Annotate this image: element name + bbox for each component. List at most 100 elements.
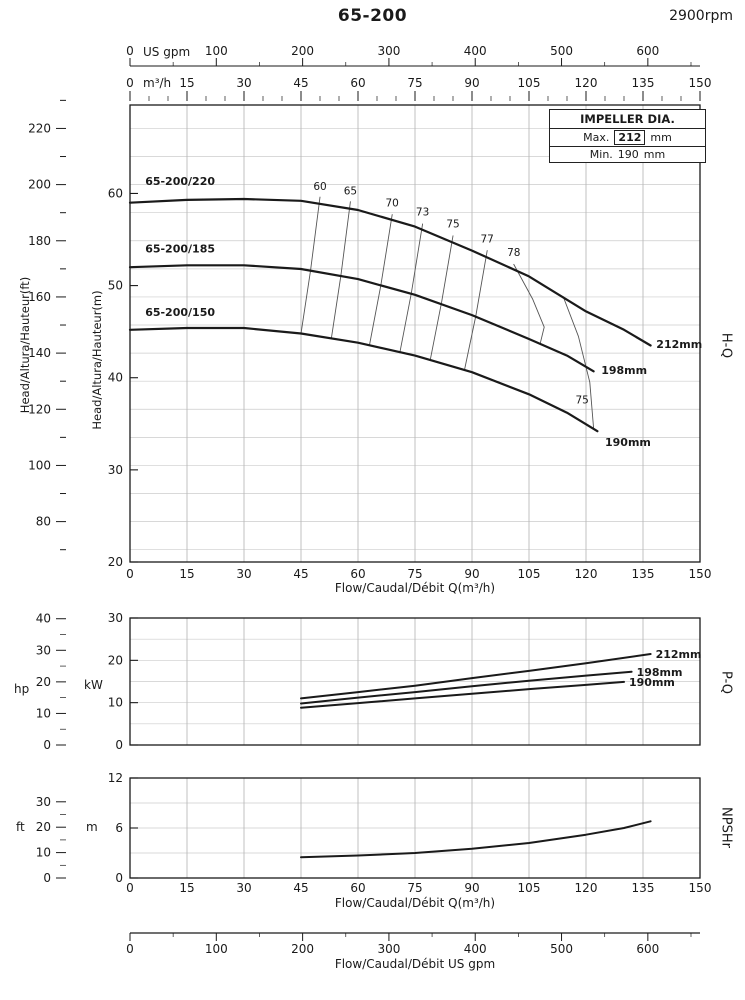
svg-text:40: 40 — [36, 612, 51, 626]
svg-text:105: 105 — [518, 567, 541, 581]
usgpm-bottom-axis: 0 100 200 300 400 500 600 — [126, 932, 700, 956]
head-m-axis-label: Head/Altura/Hauteur(m) — [90, 290, 104, 430]
impeller-legend: IMPELLER DIA. Max. 212 mm Min. 190 mm — [549, 109, 706, 163]
svg-text:100: 100 — [205, 942, 228, 956]
svg-text:600: 600 — [636, 44, 659, 58]
svg-text:400: 400 — [464, 44, 487, 58]
svg-text:150: 150 — [689, 76, 712, 90]
svg-text:20: 20 — [108, 555, 123, 569]
svg-text:90: 90 — [464, 76, 479, 90]
svg-text:75: 75 — [576, 395, 589, 407]
svg-text:150: 150 — [689, 881, 712, 895]
svg-text:45: 45 — [293, 76, 308, 90]
svg-text:20: 20 — [36, 675, 51, 689]
svg-text:600: 600 — [636, 942, 659, 956]
svg-text:0: 0 — [126, 44, 134, 58]
svg-text:70: 70 — [386, 197, 399, 209]
svg-text:50: 50 — [108, 279, 123, 293]
svg-text:60: 60 — [350, 567, 365, 581]
legend-min-unit: mm — [643, 148, 666, 161]
svg-text:45: 45 — [293, 567, 308, 581]
hq-section-label: H-Q — [718, 332, 734, 359]
svg-text:0: 0 — [115, 738, 123, 752]
svg-text:400: 400 — [464, 942, 487, 956]
svg-text:60: 60 — [313, 181, 326, 193]
kw-unit-label: kW — [84, 678, 103, 692]
svg-text:300: 300 — [377, 942, 400, 956]
svg-text:0: 0 — [126, 881, 134, 895]
svg-text:120: 120 — [575, 76, 598, 90]
usgpm-unit-label: US gpm — [143, 45, 191, 59]
svg-text:0: 0 — [43, 738, 51, 752]
svg-text:200: 200 — [291, 942, 314, 956]
svg-text:15: 15 — [179, 567, 194, 581]
m-unit-label: m — [86, 820, 98, 834]
svg-text:190mm: 190mm — [605, 436, 651, 449]
svg-text:198mm: 198mm — [637, 666, 683, 679]
svg-text:65: 65 — [344, 185, 357, 197]
svg-text:105: 105 — [518, 76, 541, 90]
svg-text:90: 90 — [464, 881, 479, 895]
svg-text:65-200/185: 65-200/185 — [145, 242, 215, 255]
svg-text:100: 100 — [205, 44, 228, 58]
svg-text:75: 75 — [407, 881, 422, 895]
svg-text:30: 30 — [236, 567, 251, 581]
hq-chart: 20 30 40 50 60 80 100 120 140 160 180 200 220 0 0 15 15 3… — [28, 44, 711, 581]
svg-text:220: 220 — [28, 121, 51, 135]
svg-text:40: 40 — [108, 371, 123, 385]
svg-text:10: 10 — [108, 696, 123, 710]
svg-text:75: 75 — [446, 219, 459, 231]
svg-text:0: 0 — [126, 76, 134, 90]
svg-text:75: 75 — [407, 76, 422, 90]
svg-text:0: 0 — [115, 871, 123, 885]
svg-text:10: 10 — [36, 706, 51, 720]
svg-text:135: 135 — [632, 76, 655, 90]
svg-text:65-200/220: 65-200/220 — [145, 175, 215, 188]
legend-max-unit: mm — [650, 131, 672, 144]
ft-unit-label: ft — [16, 820, 25, 834]
flow-caption-npsh: Flow/Caudal/Débit Q(m³/h) — [334, 896, 496, 910]
svg-text:212mm: 212mm — [656, 338, 702, 351]
svg-text:0: 0 — [126, 942, 134, 956]
svg-text:30: 30 — [36, 795, 51, 809]
svg-text:160: 160 — [28, 290, 51, 304]
svg-text:15: 15 — [179, 76, 194, 90]
svg-text:198mm: 198mm — [601, 364, 647, 377]
svg-text:30: 30 — [36, 643, 51, 657]
svg-text:105: 105 — [518, 881, 541, 895]
svg-text:65-200/150: 65-200/150 — [145, 306, 215, 319]
svg-text:60: 60 — [108, 186, 123, 200]
head-ft-axis-label: Head/Altura/Hauteur(ft) — [18, 276, 32, 414]
svg-text:0: 0 — [43, 871, 51, 885]
svg-text:120: 120 — [575, 881, 598, 895]
svg-text:6: 6 — [115, 821, 123, 835]
svg-text:30: 30 — [236, 76, 251, 90]
svg-text:135: 135 — [632, 567, 655, 581]
svg-text:12: 12 — [108, 771, 123, 785]
flow-caption-gpm: Flow/Caudal/Débit US gpm — [334, 957, 496, 971]
legend-min-value: 190 — [617, 148, 639, 161]
svg-text:500: 500 — [550, 942, 573, 956]
svg-text:180: 180 — [28, 234, 51, 248]
svg-text:120: 120 — [575, 567, 598, 581]
svg-text:30: 30 — [236, 881, 251, 895]
svg-text:500: 500 — [550, 44, 573, 58]
legend-max-row: Max. 212 mm — [550, 129, 705, 146]
svg-text:80: 80 — [36, 515, 51, 529]
svg-text:45: 45 — [293, 881, 308, 895]
svg-text:200: 200 — [291, 44, 314, 58]
svg-text:77: 77 — [481, 233, 494, 245]
legend-max-label: Max. — [583, 131, 610, 144]
legend-min-row: Min. 190 mm — [550, 146, 705, 162]
hp-unit-label: hp — [14, 682, 30, 696]
m3h-unit-label: m³/h — [143, 76, 172, 90]
npshr-section-label: NPSHr — [718, 807, 734, 848]
svg-text:60: 60 — [350, 881, 365, 895]
svg-text:200: 200 — [28, 178, 51, 192]
svg-text:10: 10 — [36, 846, 51, 860]
legend-max-value: 212 — [614, 130, 646, 145]
legend-min-label: Min. — [589, 148, 613, 161]
svg-text:60: 60 — [350, 76, 365, 90]
